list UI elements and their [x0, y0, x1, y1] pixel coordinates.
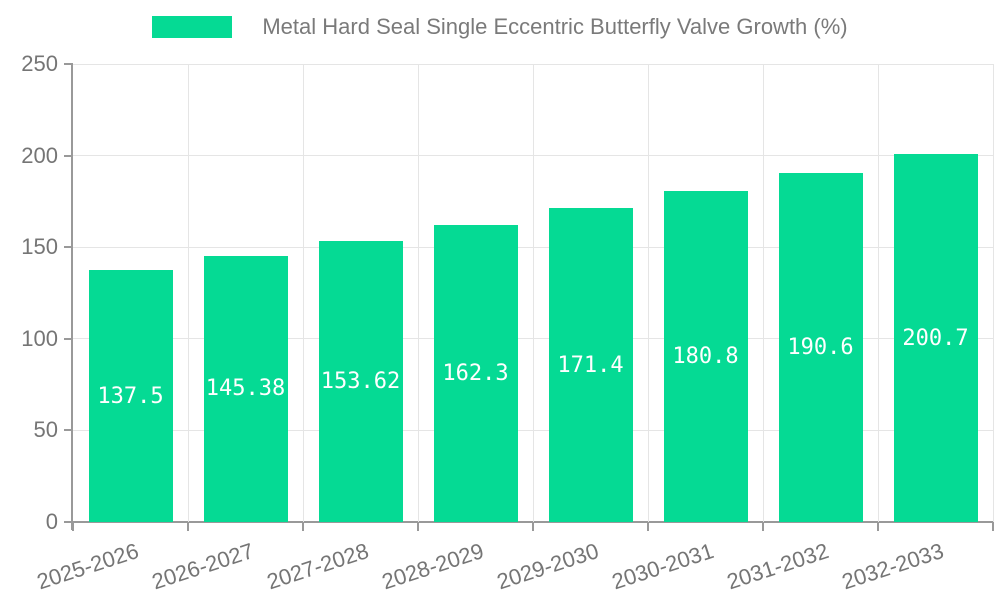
y-tick-label: 150 [21, 234, 58, 260]
x-tick-mark [72, 522, 74, 531]
y-tick-mark [64, 429, 73, 432]
v-gridline [647, 64, 649, 522]
y-tick-label: 0 [45, 509, 58, 534]
x-category-label: 2025-2026 [34, 538, 142, 595]
v-gridline [532, 64, 534, 522]
bar-value-label: 190.6 [787, 334, 854, 360]
x-tick-mark [532, 522, 534, 531]
y-tick-label: 200 [21, 142, 58, 168]
x-category-label: 2031-2032 [724, 538, 832, 595]
x-category-label: 2028-2029 [379, 538, 487, 595]
bar-value-label: 171.4 [557, 352, 624, 378]
bar-value-label: 145.38 [205, 376, 286, 402]
x-category-label: 2029-2030 [494, 538, 602, 595]
legend-swatch [152, 16, 233, 38]
x-tick-mark [762, 522, 764, 531]
y-tick-mark [64, 63, 73, 65]
x-category-label: 2030-2031 [609, 538, 717, 595]
y-tick-mark [64, 521, 73, 523]
bar-value-label: 200.7 [902, 325, 969, 351]
bar[interactable]: 180.8 [663, 190, 748, 522]
y-tick-mark [64, 154, 73, 157]
bar[interactable]: 153.62 [318, 240, 403, 522]
x-tick-mark [647, 522, 649, 531]
v-gridline [187, 64, 189, 522]
y-tick-mark [64, 246, 73, 249]
bar[interactable]: 171.4 [548, 208, 633, 522]
bar-value-label: 153.62 [320, 368, 401, 394]
x-category-label: 2027-2028 [264, 538, 372, 595]
x-tick-mark [302, 522, 304, 531]
plot-area: 137.5 145.38 153.62 162.3 171.4 180.8 190.6 200… [73, 63, 994, 522]
y-axis-line [71, 64, 73, 530]
v-gridline [302, 64, 304, 522]
x-tick-mark [877, 522, 879, 531]
v-gridline [762, 64, 764, 522]
x-category-label: 2026-2027 [149, 538, 257, 595]
bar-value-label: 180.8 [672, 343, 739, 369]
bar-value-label: 162.3 [442, 360, 509, 386]
v-gridline [992, 64, 994, 522]
bar[interactable]: 145.38 [203, 255, 288, 522]
legend-label: Metal Hard Seal Single Eccentric Butterf… [262, 14, 848, 39]
x-tick-mark [417, 522, 419, 531]
bar[interactable]: 162.3 [433, 224, 518, 522]
bar-value-label: 137.5 [97, 383, 164, 409]
legend[interactable]: Metal Hard Seal Single Eccentric Butterf… [0, 14, 1000, 40]
x-tick-mark [187, 522, 189, 531]
y-tick-label: 100 [21, 325, 58, 351]
bar[interactable]: 200.7 [893, 154, 978, 522]
v-gridline [877, 64, 879, 522]
x-tick-mark [992, 522, 994, 531]
y-tick-label: 250 [21, 51, 58, 76]
v-gridline [417, 64, 419, 522]
x-category-label: 2032-2033 [839, 538, 947, 595]
y-tick-mark [64, 337, 73, 340]
bar[interactable]: 137.5 [88, 270, 173, 522]
y-tick-label: 50 [33, 417, 58, 443]
bar[interactable]: 190.6 [778, 172, 863, 522]
